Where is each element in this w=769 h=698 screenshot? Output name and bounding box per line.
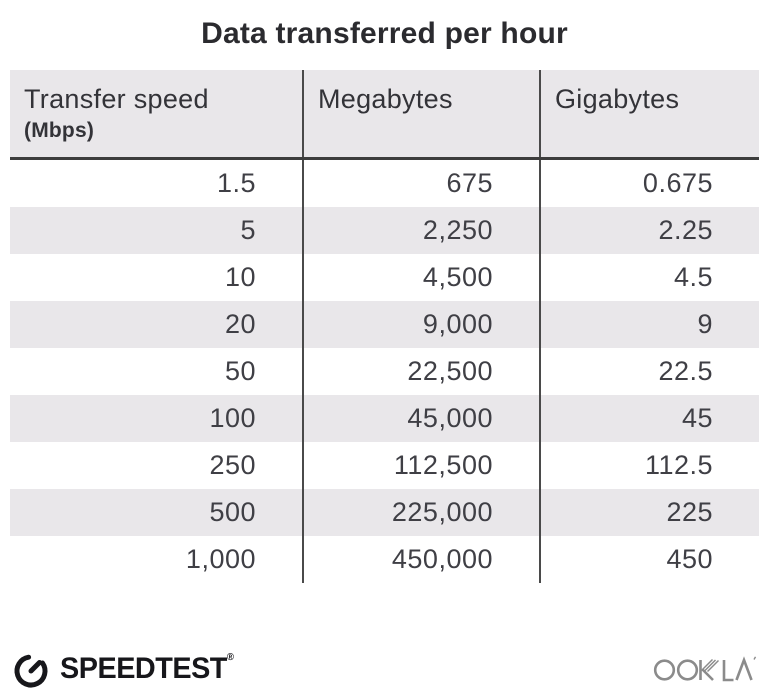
table-cell: 1.5	[216, 168, 256, 198]
table-cell: 20	[224, 309, 256, 339]
footer: SPEEDTEST®	[0, 648, 769, 690]
table-header: Transfer speed (Mbps) Megabytes Gigabyte…	[10, 70, 759, 160]
table-cell: 4,500	[302, 254, 539, 301]
table-cell: 2.25	[539, 207, 759, 254]
table-cell: 0.675	[539, 160, 759, 207]
table-cell: 50	[224, 356, 256, 386]
table-cell: 225,000	[302, 489, 539, 536]
registered-trademark-icon: ®	[226, 652, 234, 663]
table-row: 5 2,250 2.25	[10, 207, 759, 254]
table-body: 1.5 675 0.675 5 2,250 2.25 10 4,500 4.5 20 9,000 9 5…	[10, 160, 759, 583]
table-cell: 250	[209, 450, 256, 480]
column-header-gigabytes: Gigabytes	[539, 70, 759, 157]
ookla-wordmark-icon	[653, 656, 757, 682]
table-cell: 9	[539, 301, 759, 348]
table-cell: 112.5	[539, 442, 759, 489]
table-cell: 5	[240, 215, 256, 245]
column-header-megabytes: Megabytes	[302, 70, 539, 157]
table-cell: 450	[539, 536, 759, 583]
speedtest-logo: SPEEDTEST®	[10, 648, 241, 690]
table-cell: 22.5	[539, 348, 759, 395]
column-header-label: Transfer speed	[24, 84, 209, 114]
table-row: 50 22,500 22.5	[10, 348, 759, 395]
table-cell: 450,000	[302, 536, 539, 583]
table-cell: 1,000	[185, 544, 256, 574]
table-row: 500 225,000 225	[10, 489, 759, 536]
table-cell: 45	[539, 395, 759, 442]
table-cell: 100	[209, 403, 256, 433]
table-cell: 22,500	[302, 348, 539, 395]
table-row: 250 112,500 112.5	[10, 442, 759, 489]
table-cell: 675	[302, 160, 539, 207]
table-cell: 45,000	[302, 395, 539, 442]
table-row: 10 4,500 4.5	[10, 254, 759, 301]
table-row: 20 9,000 9	[10, 301, 759, 348]
speedtest-wordmark: SPEEDTEST®	[60, 652, 234, 685]
data-table: Transfer speed (Mbps) Megabytes Gigabyte…	[10, 70, 759, 583]
table-cell: 500	[209, 497, 256, 527]
column-header-unit: (Mbps)	[24, 119, 95, 142]
table-row: 1.5 675 0.675	[10, 160, 759, 207]
column-header-transfer-speed: Transfer speed (Mbps)	[10, 70, 302, 157]
table-cell: 225	[539, 489, 759, 536]
page-title: Data transferred per hour	[201, 17, 568, 50]
table-row: 1,000 450,000 450	[10, 536, 759, 583]
table-cell: 10	[224, 262, 256, 292]
table-cell: 9,000	[302, 301, 539, 348]
table-cell: 112,500	[302, 442, 539, 489]
table-row: 100 45,000 45	[10, 395, 759, 442]
speedtest-gauge-icon	[14, 654, 48, 688]
table-cell: 2,250	[302, 207, 539, 254]
table-cell: 4.5	[539, 254, 759, 301]
